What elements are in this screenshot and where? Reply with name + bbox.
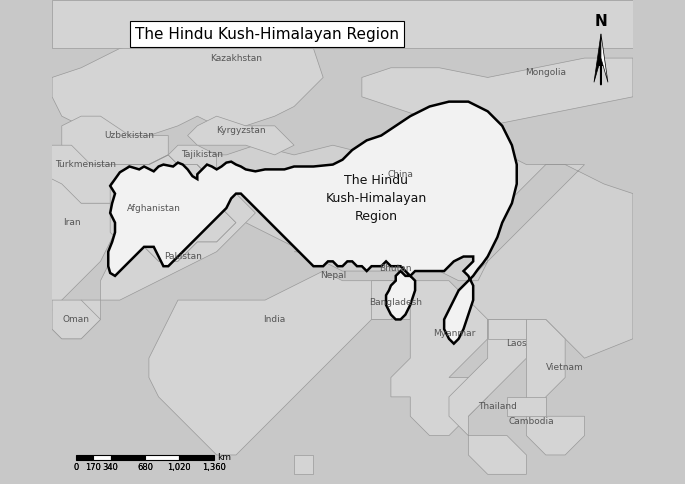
Polygon shape bbox=[145, 455, 179, 460]
Text: Kyrgyzstan: Kyrgyzstan bbox=[216, 126, 266, 135]
Text: 1,020: 1,020 bbox=[168, 463, 191, 472]
Polygon shape bbox=[207, 145, 633, 358]
Text: Oman: Oman bbox=[63, 315, 90, 324]
Text: 680: 680 bbox=[137, 463, 153, 472]
Polygon shape bbox=[52, 300, 101, 339]
Text: km: km bbox=[216, 453, 231, 462]
Polygon shape bbox=[149, 271, 410, 455]
Text: 340: 340 bbox=[103, 463, 119, 472]
Polygon shape bbox=[179, 455, 214, 460]
Polygon shape bbox=[33, 145, 129, 203]
Text: Myanmar: Myanmar bbox=[433, 330, 475, 338]
Text: India: India bbox=[264, 315, 286, 324]
Text: 170: 170 bbox=[86, 463, 101, 472]
Text: Vietnam: Vietnam bbox=[546, 363, 584, 372]
Text: Nepal: Nepal bbox=[320, 272, 346, 280]
Polygon shape bbox=[507, 397, 546, 416]
Polygon shape bbox=[294, 455, 314, 474]
Text: N: N bbox=[595, 14, 608, 29]
Polygon shape bbox=[93, 455, 111, 460]
Text: Cambodia: Cambodia bbox=[508, 417, 554, 425]
Text: 0: 0 bbox=[74, 463, 79, 472]
Text: Pakistan: Pakistan bbox=[164, 252, 201, 261]
Polygon shape bbox=[449, 319, 526, 474]
Text: Tajikistan: Tajikistan bbox=[181, 151, 223, 159]
Polygon shape bbox=[169, 145, 216, 174]
Text: Afghanistan: Afghanistan bbox=[127, 204, 181, 212]
Text: 170: 170 bbox=[86, 463, 101, 472]
Text: Laos: Laos bbox=[506, 339, 527, 348]
Text: Iran: Iran bbox=[62, 218, 80, 227]
Text: Bhutan: Bhutan bbox=[379, 264, 412, 272]
Text: Kazakhstan: Kazakhstan bbox=[210, 54, 262, 62]
Text: The Hindu
Kush-Himalayan
Region: The Hindu Kush-Himalayan Region bbox=[326, 174, 427, 223]
Text: 1,020: 1,020 bbox=[168, 463, 191, 472]
Polygon shape bbox=[76, 455, 93, 460]
Polygon shape bbox=[52, 39, 323, 136]
Polygon shape bbox=[111, 455, 145, 460]
Text: Thailand: Thailand bbox=[478, 402, 516, 411]
Polygon shape bbox=[371, 281, 410, 319]
Text: 1,360: 1,360 bbox=[202, 463, 225, 472]
Text: 1,360: 1,360 bbox=[202, 463, 225, 472]
Polygon shape bbox=[101, 155, 256, 300]
Polygon shape bbox=[0, 165, 129, 339]
Polygon shape bbox=[52, 0, 633, 48]
Text: Turkmenistan: Turkmenistan bbox=[55, 160, 116, 169]
Polygon shape bbox=[391, 281, 488, 436]
Text: Bangladesh: Bangladesh bbox=[369, 298, 422, 306]
Polygon shape bbox=[526, 319, 584, 455]
Polygon shape bbox=[188, 116, 294, 155]
Text: China: China bbox=[388, 170, 414, 179]
Text: 340: 340 bbox=[103, 463, 119, 472]
Polygon shape bbox=[601, 34, 608, 82]
Polygon shape bbox=[594, 34, 601, 82]
Polygon shape bbox=[488, 319, 526, 339]
Polygon shape bbox=[294, 252, 391, 261]
Polygon shape bbox=[108, 102, 516, 344]
Text: Uzbekistan: Uzbekistan bbox=[105, 131, 155, 140]
Text: The Hindu Kush-Himalayan Region: The Hindu Kush-Himalayan Region bbox=[135, 27, 399, 42]
Polygon shape bbox=[62, 116, 169, 165]
Polygon shape bbox=[110, 155, 236, 261]
Polygon shape bbox=[362, 58, 633, 126]
Text: 680: 680 bbox=[137, 463, 153, 472]
Text: 0: 0 bbox=[74, 463, 79, 472]
Text: Mongolia: Mongolia bbox=[525, 68, 566, 77]
